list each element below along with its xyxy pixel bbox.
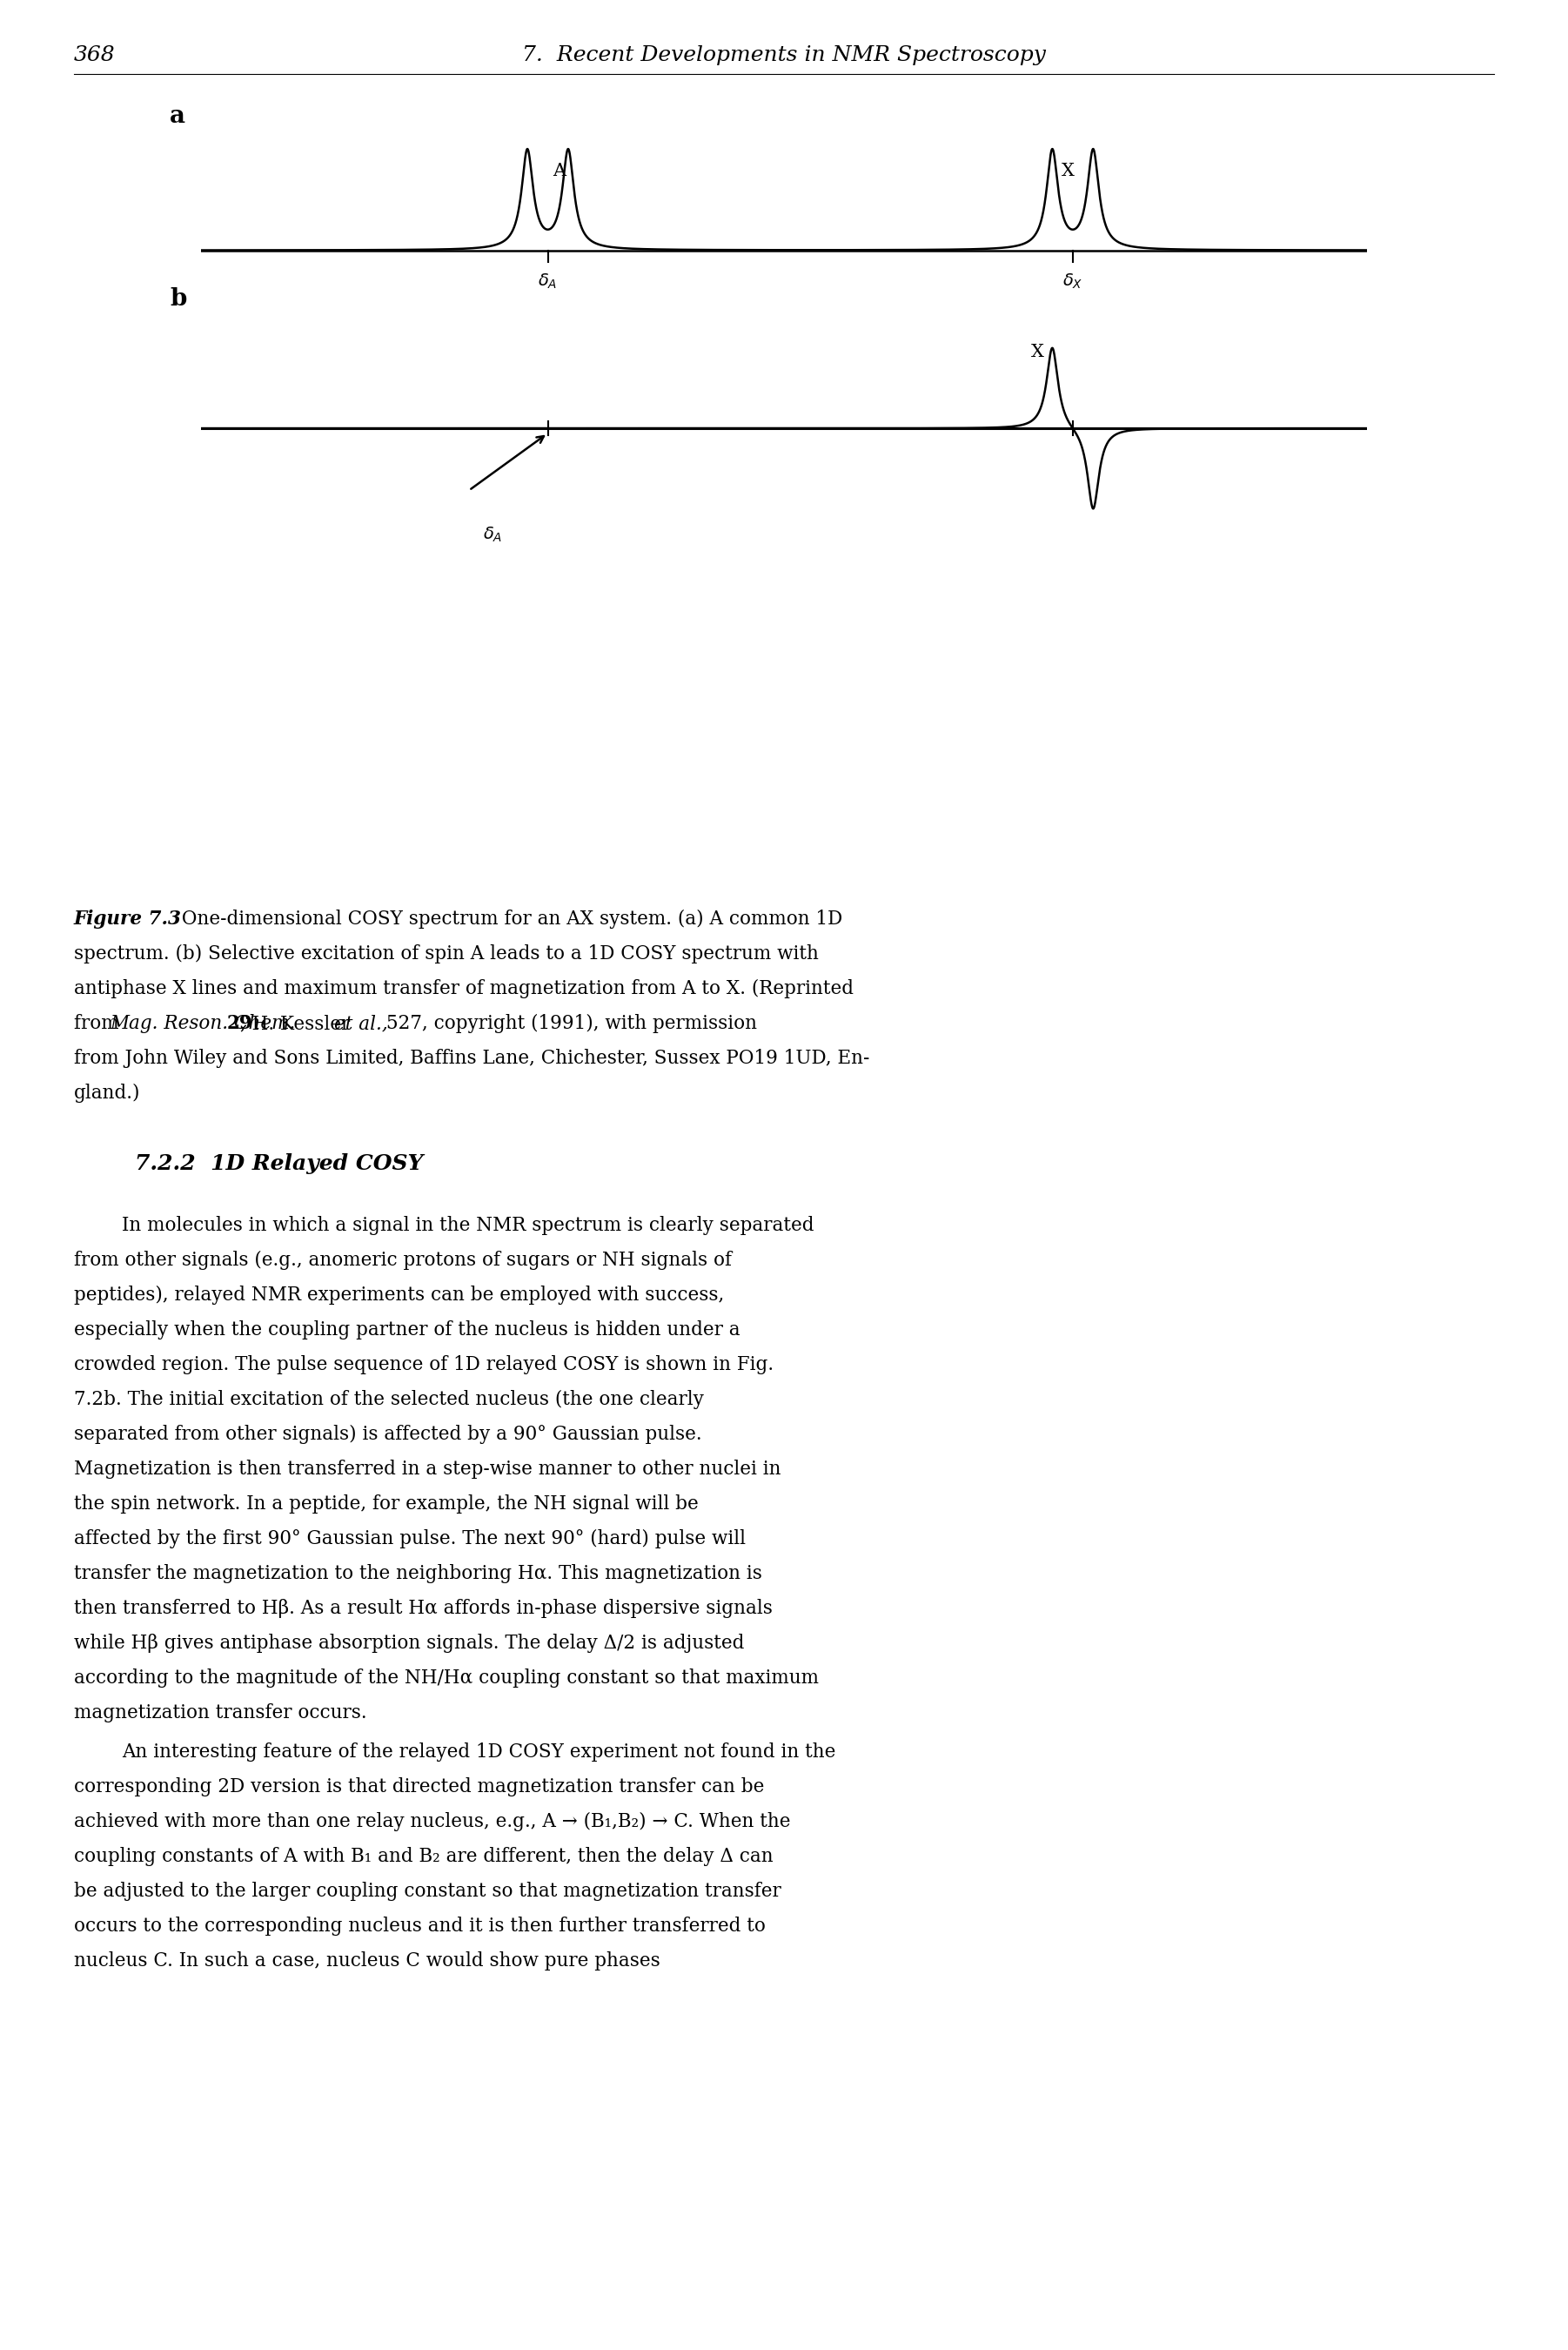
Text: crowded region. The pulse sequence of 1D relayed COSY is shown in Fig.: crowded region. The pulse sequence of 1D…	[74, 1356, 773, 1375]
Text: antiphase X lines and maximum transfer of magnetization from A to X. (Reprinted: antiphase X lines and maximum transfer o…	[74, 980, 853, 999]
Text: 7.  Recent Developments in NMR Spectroscopy: 7. Recent Developments in NMR Spectrosco…	[522, 45, 1046, 66]
Text: according to the magnitude of the NH/Hα coupling constant so that maximum: according to the magnitude of the NH/Hα …	[74, 1668, 818, 1687]
Text: coupling constants of A with B₁ and B₂ are different, then the delay Δ can: coupling constants of A with B₁ and B₂ a…	[74, 1847, 773, 1866]
Text: spectrum. (b) Selective excitation of spin A leads to a 1D COSY spectrum with: spectrum. (b) Selective excitation of sp…	[74, 945, 818, 964]
Text: achieved with more than one relay nucleus, e.g., A → (B₁,B₂) → C. When the: achieved with more than one relay nucleu…	[74, 1812, 790, 1831]
Text: X: X	[1062, 162, 1074, 179]
Text: Mag. Reson. Chem.: Mag. Reson. Chem.	[110, 1013, 296, 1034]
Text: nucleus C. In such a case, nucleus C would show pure phases: nucleus C. In such a case, nucleus C wou…	[74, 1950, 660, 1972]
Text: 7.2b. The initial excitation of the selected nucleus (the one clearly: 7.2b. The initial excitation of the sele…	[74, 1389, 704, 1410]
Text: be adjusted to the larger coupling constant so that magnetization transfer: be adjusted to the larger coupling const…	[74, 1882, 781, 1901]
Text: One-dimensional COSY spectrum for an AX system. (a) A common 1D: One-dimensional COSY spectrum for an AX …	[169, 909, 842, 928]
Text: 368: 368	[74, 45, 116, 66]
Text: 7.2.2  1D Relayed COSY: 7.2.2 1D Relayed COSY	[135, 1154, 423, 1175]
Text: a: a	[169, 103, 185, 127]
Text: b: b	[169, 287, 187, 310]
Text: separated from other signals) is affected by a 90° Gaussian pulse.: separated from other signals) is affecte…	[74, 1424, 702, 1443]
Text: $\delta_X$: $\delta_X$	[1063, 273, 1083, 291]
Text: then transferred to Hβ. As a result Hα affords in-phase dispersive signals: then transferred to Hβ. As a result Hα a…	[74, 1598, 773, 1619]
Text: while Hβ gives antiphase absorption signals. The delay Δ/2 is adjusted: while Hβ gives antiphase absorption sign…	[74, 1633, 745, 1652]
Text: magnetization transfer occurs.: magnetization transfer occurs.	[74, 1704, 367, 1723]
Text: corresponding 2D version is that directed magnetization transfer can be: corresponding 2D version is that directe…	[74, 1777, 764, 1795]
Text: gland.): gland.)	[74, 1083, 141, 1102]
Text: $\delta_A$: $\delta_A$	[483, 526, 502, 545]
Text: et al.,: et al.,	[334, 1013, 387, 1034]
Text: from John Wiley and Sons Limited, Baffins Lane, Chichester, Sussex PO19 1UD, En-: from John Wiley and Sons Limited, Baffin…	[74, 1048, 870, 1067]
Text: Figure 7.3: Figure 7.3	[74, 909, 182, 928]
Text: especially when the coupling partner of the nucleus is hidden under a: especially when the coupling partner of …	[74, 1321, 740, 1339]
Text: A: A	[554, 162, 566, 179]
Text: In molecules in which a signal in the NMR spectrum is clearly separated: In molecules in which a signal in the NM…	[122, 1215, 814, 1236]
Text: Magnetization is then transferred in a step-wise manner to other nuclei in: Magnetization is then transferred in a s…	[74, 1459, 781, 1478]
Text: occurs to the corresponding nucleus and it is then further transferred to: occurs to the corresponding nucleus and …	[74, 1918, 765, 1936]
Text: peptides), relayed NMR experiments can be employed with success,: peptides), relayed NMR experiments can b…	[74, 1285, 724, 1304]
Text: from: from	[74, 1013, 125, 1034]
Text: from other signals (e.g., anomeric protons of sugars or NH signals of: from other signals (e.g., anomeric proto…	[74, 1250, 732, 1269]
Text: An interesting feature of the relayed 1D COSY experiment not found in the: An interesting feature of the relayed 1D…	[122, 1741, 836, 1762]
Text: transfer the magnetization to the neighboring Hα. This magnetization is: transfer the magnetization to the neighb…	[74, 1565, 762, 1584]
Text: 29: 29	[226, 1013, 252, 1034]
Text: $\delta_A$: $\delta_A$	[538, 273, 558, 291]
Text: affected by the first 90° Gaussian pulse. The next 90° (hard) pulse will: affected by the first 90° Gaussian pulse…	[74, 1530, 746, 1549]
Text: the spin network. In a peptide, for example, the NH signal will be: the spin network. In a peptide, for exam…	[74, 1495, 698, 1513]
Text: X: X	[1032, 343, 1044, 360]
Text: 527, copyright (1991), with permission: 527, copyright (1991), with permission	[381, 1013, 757, 1034]
Text: , H. Kessler: , H. Kessler	[240, 1013, 356, 1034]
